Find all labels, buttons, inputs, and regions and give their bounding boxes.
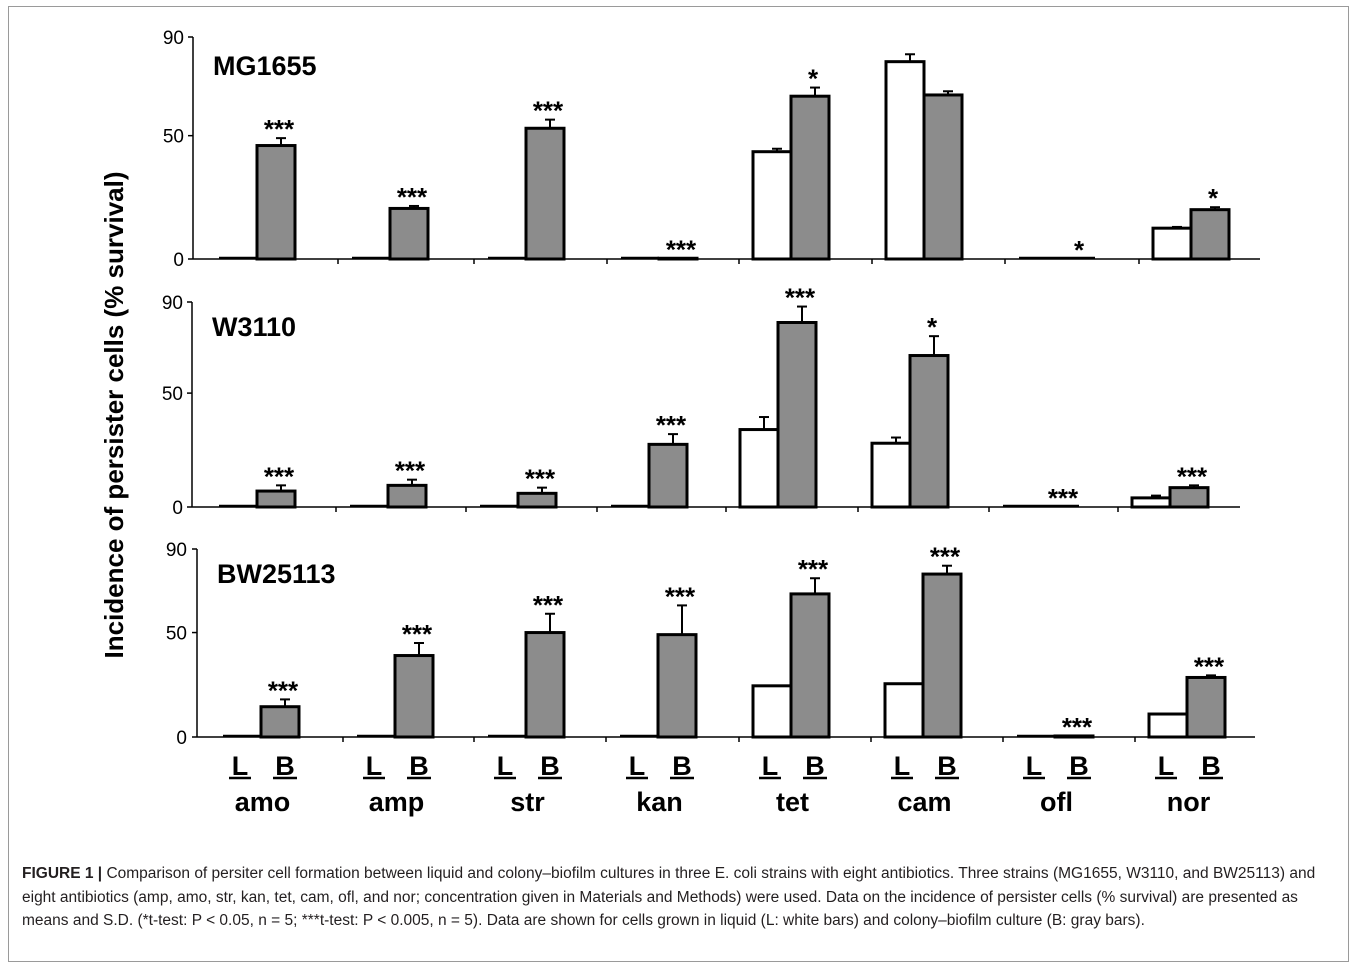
bar-label-L: L [894, 751, 911, 781]
significance-label: *** [395, 456, 426, 486]
figure-caption: FIGURE 1 | Comparison of persiter cell f… [22, 862, 1322, 933]
bar-L [1130, 496, 1172, 509]
significance-label: * [927, 312, 938, 342]
significance-label: *** [1194, 651, 1225, 681]
bar-B [393, 654, 435, 739]
significance-label: *** [1062, 712, 1093, 742]
bar-label-L: L [629, 751, 646, 781]
significance-label: *** [397, 182, 428, 212]
y-tick-label: 0 [173, 250, 184, 271]
strain-label: MG1655 [213, 51, 317, 81]
significance-label: * [1208, 183, 1219, 213]
group-label: nor [1167, 787, 1211, 817]
bar-label-B: B [672, 751, 692, 781]
bar-B [647, 442, 689, 509]
significance-label: *** [264, 114, 295, 144]
significance-label: *** [402, 619, 433, 649]
significance-label: *** [1048, 483, 1079, 513]
group-label: kan [636, 787, 683, 817]
significance-label: *** [533, 590, 564, 620]
bar-label-B: B [805, 751, 825, 781]
bar-B [657, 256, 699, 261]
significance-label: *** [665, 581, 696, 611]
significance-label: *** [264, 461, 295, 491]
y-tick-label: 50 [166, 624, 187, 645]
significance-label: *** [268, 675, 299, 705]
y-tick-label: 50 [163, 127, 184, 148]
strain-label: BW25113 [217, 559, 336, 589]
group-label: cam [897, 787, 951, 817]
bar-B [524, 126, 566, 261]
significance-label: *** [666, 234, 697, 264]
figure-frame [8, 6, 1349, 962]
caption-text: Comparison of persiter cell formation be… [22, 865, 1316, 929]
bar-L [870, 441, 912, 509]
y-axis-label: Incidence of persister cells (% survival… [99, 172, 129, 659]
y-tick-label: 0 [176, 728, 187, 749]
bar-B [908, 354, 950, 509]
y-tick-label: 50 [162, 384, 183, 405]
strain-label: W3110 [212, 312, 296, 342]
bar-label-B: B [1069, 751, 1089, 781]
significance-label: * [808, 64, 819, 94]
bar-B [922, 93, 964, 261]
bar-L [751, 684, 793, 739]
bar-label-L: L [1158, 751, 1175, 781]
bar-B [1053, 734, 1095, 739]
bar-B [789, 592, 831, 739]
caption-lead: FIGURE 1 | [22, 865, 103, 882]
bar-label-L: L [497, 751, 514, 781]
bar-L [751, 150, 793, 261]
bar-label-L: L [762, 751, 779, 781]
significance-label: *** [930, 542, 961, 572]
group-label: amo [235, 787, 291, 817]
bar-label-B: B [409, 751, 429, 781]
bar-label-L: L [232, 751, 249, 781]
bar-B [259, 705, 301, 739]
bar-L [1151, 226, 1193, 261]
bar-B [789, 94, 831, 261]
y-tick-label: 0 [172, 498, 183, 519]
significance-label: *** [525, 464, 556, 494]
bar-L [738, 428, 780, 509]
bar-B [1168, 486, 1210, 509]
bar-B [255, 489, 297, 509]
y-tick-label: 90 [163, 28, 184, 49]
bar-label-L: L [366, 751, 383, 781]
group-label: amp [369, 787, 425, 817]
bar-B [524, 631, 566, 739]
bar-label-B: B [275, 751, 295, 781]
bar-L [883, 682, 925, 739]
group-label: str [510, 787, 545, 817]
significance-label: *** [785, 283, 816, 313]
group-label: ofl [1040, 787, 1073, 817]
bar-B [656, 633, 698, 739]
y-tick-label: 90 [166, 540, 187, 561]
bar-label-B: B [937, 751, 957, 781]
bar-B [388, 206, 430, 261]
group-label: tet [776, 787, 809, 817]
bar-L [884, 60, 926, 261]
bar-label-B: B [540, 751, 560, 781]
bar-label-L: L [1026, 751, 1043, 781]
bar-B [1189, 208, 1231, 261]
bar-B [921, 572, 963, 739]
bar-label-B: B [1201, 751, 1221, 781]
bar-B [386, 483, 428, 509]
bar-B [776, 321, 818, 509]
significance-label: *** [1177, 461, 1208, 491]
significance-label: * [1074, 235, 1085, 265]
significance-label: *** [533, 96, 564, 126]
y-tick-label: 90 [162, 293, 183, 314]
bar-B [1185, 675, 1227, 739]
significance-label: *** [656, 410, 687, 440]
bar-L [1147, 712, 1189, 739]
bar-B [516, 491, 558, 509]
significance-label: *** [798, 554, 829, 584]
bar-B [255, 144, 297, 261]
